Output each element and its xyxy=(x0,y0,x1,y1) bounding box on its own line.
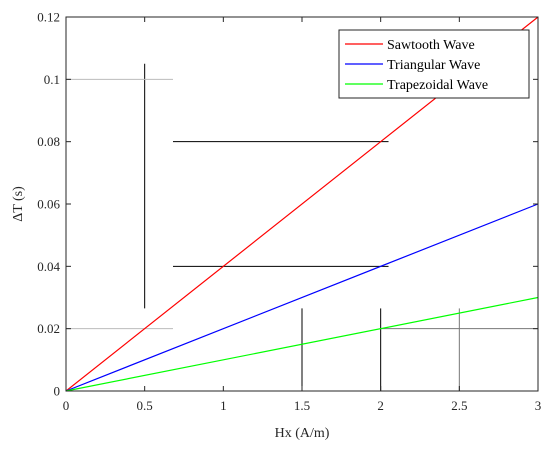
x-tick-label: 2 xyxy=(377,398,384,413)
x-tick-label: 1.5 xyxy=(294,398,310,413)
legend-label: Sawtooth Wave xyxy=(387,38,475,53)
y-tick-label: 0.1 xyxy=(44,72,60,87)
y-axis-ticks: 0 0.02 0.04 0.06 0.08 0.1 0.12 xyxy=(37,10,538,399)
y-tick-label: 0.04 xyxy=(37,259,60,274)
legend: Sawtooth Wave Triangular Wave Trapezoidal … xyxy=(338,29,530,99)
x-tick-label: 2.5 xyxy=(451,398,467,413)
x-axis-label: Hx (A/m) xyxy=(275,426,330,441)
legend-label: Trapezoidal Wave xyxy=(387,78,488,93)
x-tick-label: 3 xyxy=(535,398,542,413)
legend-label: Triangular Wave xyxy=(387,58,480,73)
y-tick-label: 0.02 xyxy=(37,321,60,336)
x-tick-label: 0 xyxy=(63,398,70,413)
series-line-1 xyxy=(65,203,539,392)
y-tick-label: 0 xyxy=(54,384,61,399)
x-axis-ticks: 0 0.5 1 1.5 2 2.5 3 xyxy=(63,17,542,413)
annotation-lines xyxy=(66,63,538,391)
y-tick-label: 0.06 xyxy=(37,197,60,212)
y-axis-label: ΔT (s) xyxy=(11,186,26,222)
y-tick-label: 0.12 xyxy=(37,10,60,25)
x-tick-label: 0.5 xyxy=(137,398,153,413)
y-tick-label: 0.08 xyxy=(37,134,60,149)
series-line-2 xyxy=(65,296,539,392)
x-tick-label: 1 xyxy=(220,398,227,413)
